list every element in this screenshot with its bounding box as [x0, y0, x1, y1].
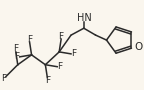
Text: F: F — [27, 35, 32, 44]
Text: F: F — [71, 49, 76, 58]
Text: F: F — [13, 44, 18, 53]
Text: F: F — [59, 32, 64, 41]
Text: F: F — [45, 76, 50, 85]
Text: O: O — [134, 42, 143, 52]
Text: F: F — [14, 52, 19, 61]
Text: F: F — [58, 62, 63, 71]
Text: F: F — [1, 74, 6, 83]
Text: HN: HN — [77, 13, 92, 23]
